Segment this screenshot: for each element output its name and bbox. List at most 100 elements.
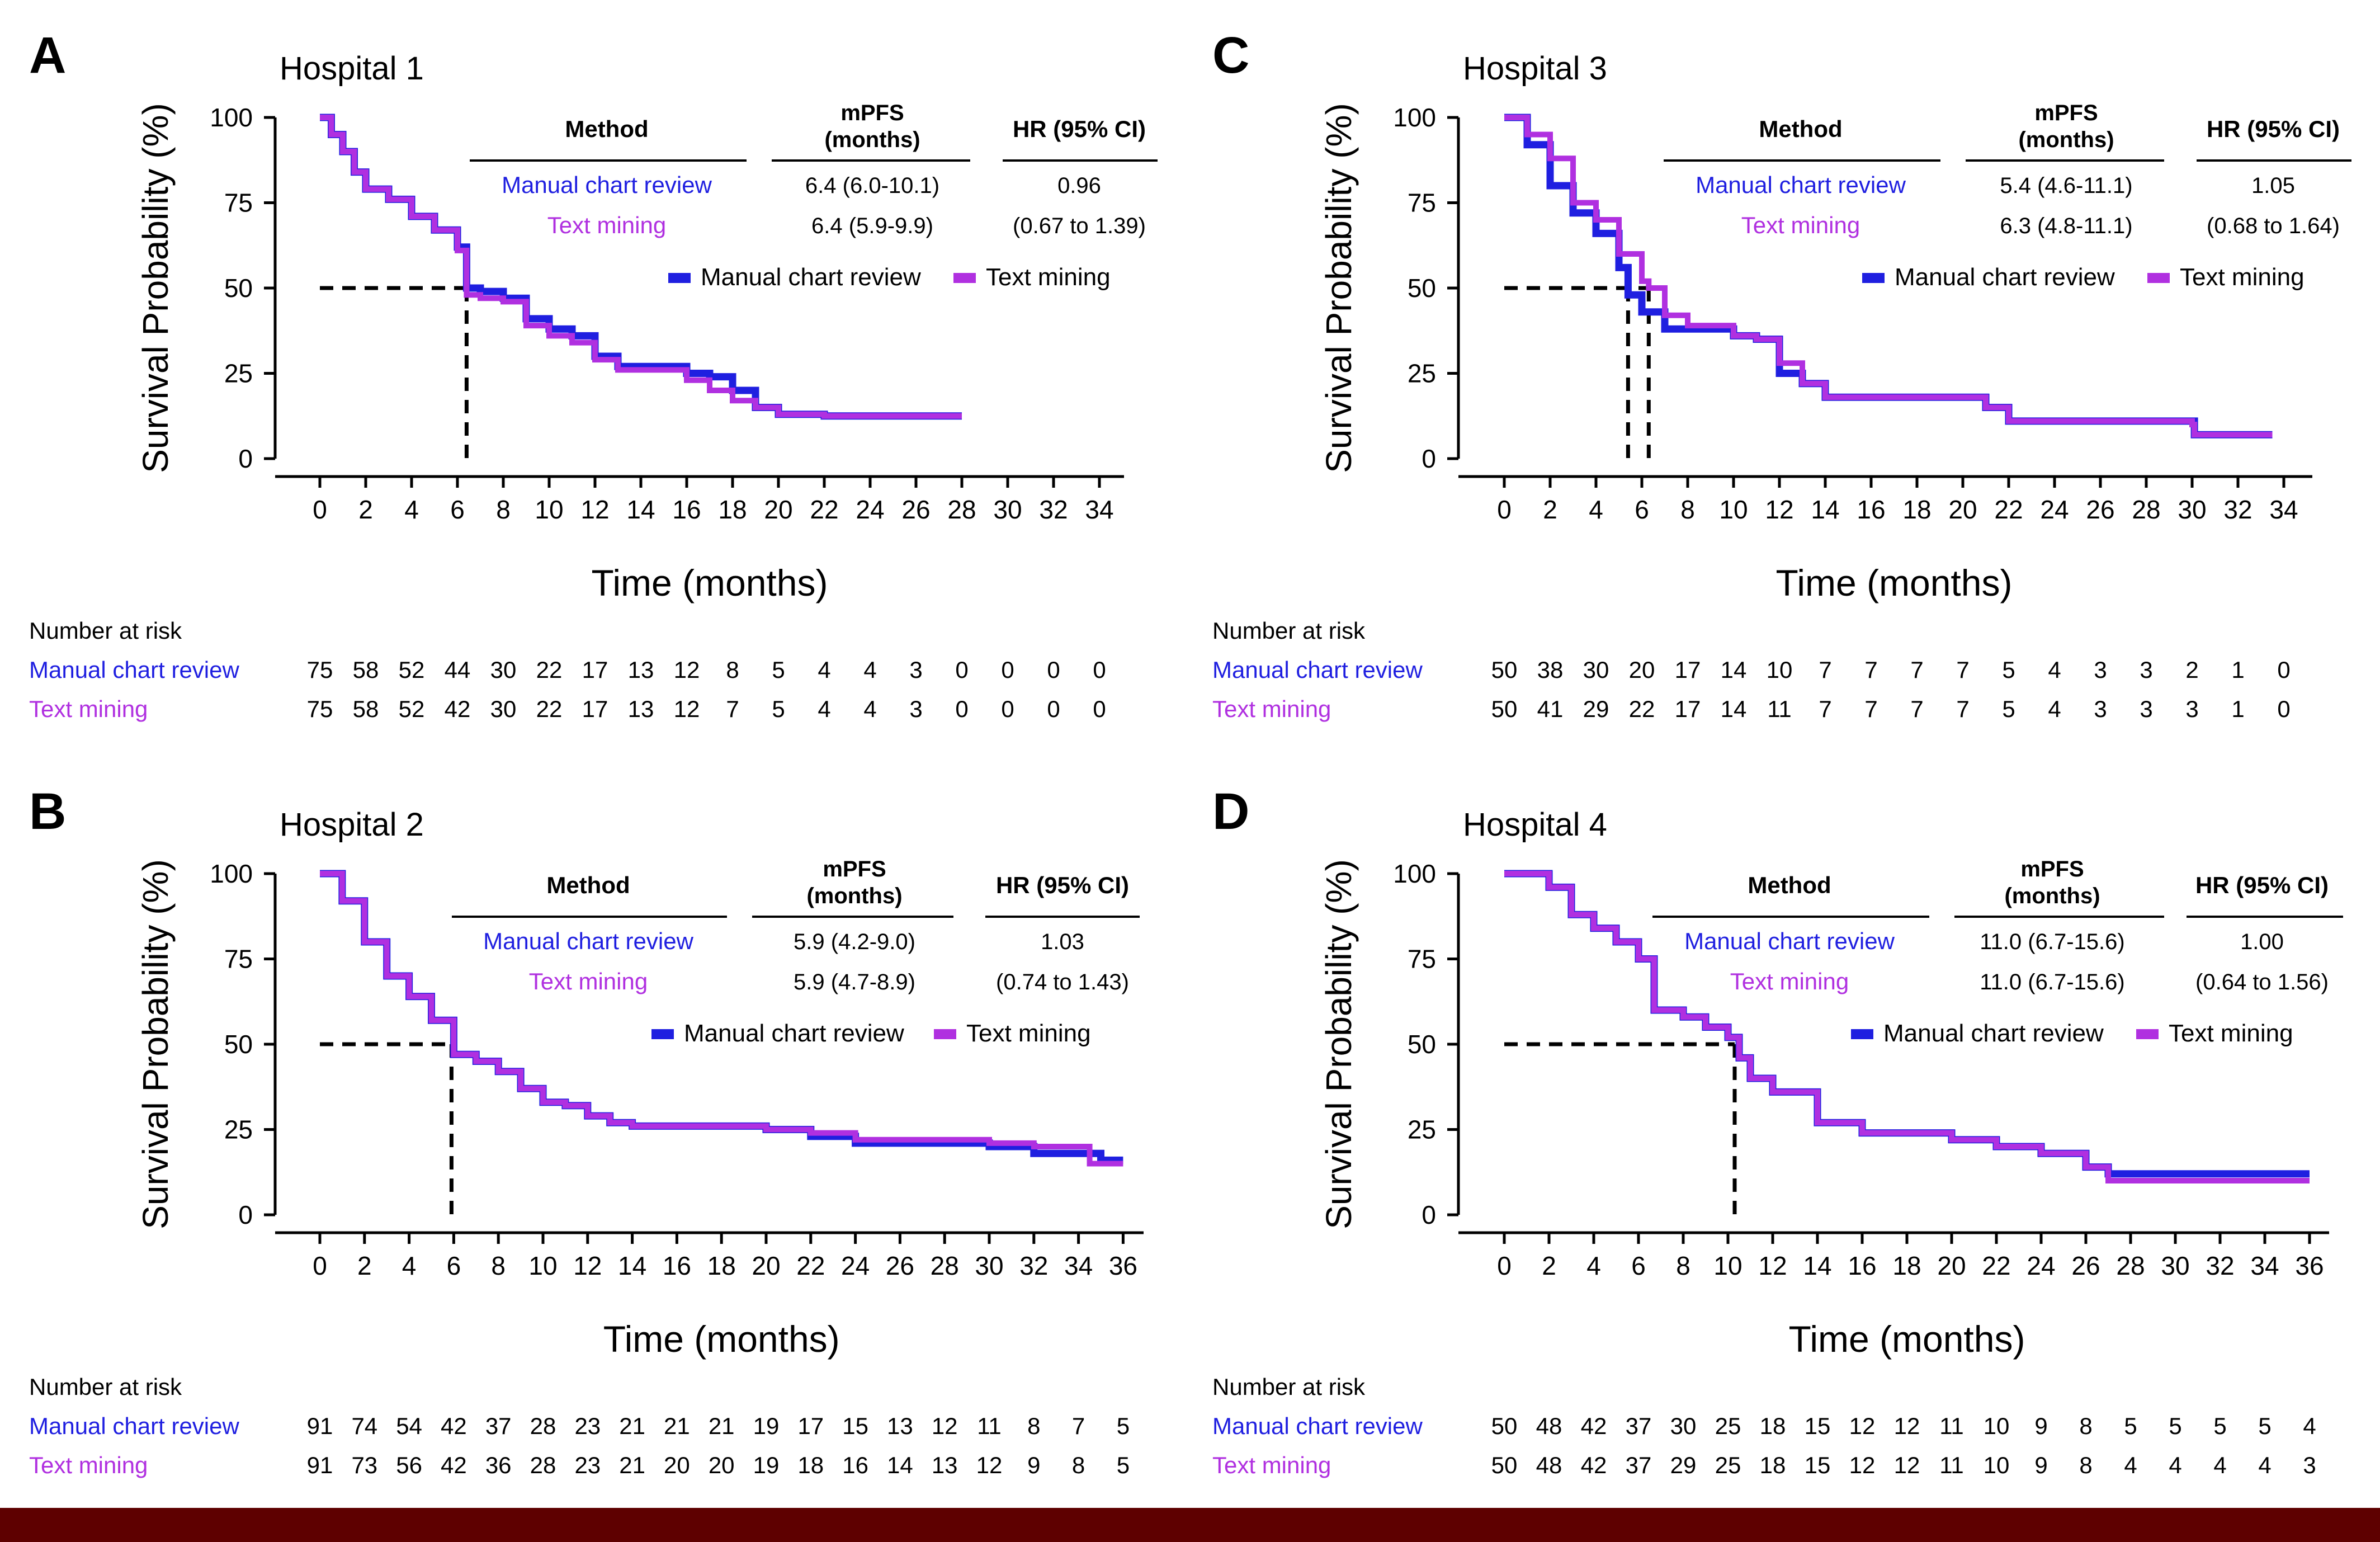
risk-manual-count: 23 — [574, 1413, 601, 1439]
risk-text-label: Text mining — [29, 1452, 148, 1478]
risk-manual-count: 11 — [1939, 1413, 1964, 1439]
risk-text-count: 7 — [1910, 696, 1923, 722]
risk-manual-count: 21 — [619, 1413, 645, 1439]
x-tick-label: 22 — [1982, 1251, 2010, 1280]
x-tick-label: 0 — [313, 495, 327, 524]
legend-manual-label: Manual chart review — [1883, 1020, 2104, 1047]
risk-manual-count: 7 — [1819, 657, 1831, 683]
risk-manual-count: 19 — [753, 1413, 780, 1439]
table-row-mpfs: 6.4 (5.9-9.9) — [811, 214, 933, 238]
risk-manual-label: Manual chart review — [29, 657, 239, 683]
x-tick-label: 32 — [1019, 1251, 1048, 1280]
risk-text-count: 18 — [797, 1452, 824, 1478]
risk-text-count: 41 — [1537, 696, 1564, 722]
risk-text-count: 73 — [351, 1452, 377, 1478]
x-tick-label: 10 — [535, 495, 563, 524]
legend-text-swatch — [953, 273, 976, 283]
x-tick-label: 30 — [2178, 495, 2206, 524]
x-tick-label: 24 — [856, 495, 884, 524]
risk-text-count: 23 — [574, 1452, 601, 1478]
table-header-hr: HR (95% CI) — [2195, 872, 2329, 898]
x-tick-label: 32 — [1039, 495, 1068, 524]
risk-text-count: 7 — [1819, 696, 1831, 722]
risk-manual-count: 0 — [1001, 657, 1014, 683]
y-axis-label: Survival Probability (%) — [135, 859, 176, 1229]
x-tick-label: 22 — [1994, 495, 2023, 524]
table-header-hr: HR (95% CI) — [996, 872, 1129, 898]
risk-text-count: 11 — [1767, 696, 1792, 722]
risk-manual-count: 7 — [1072, 1413, 1085, 1439]
risk-manual-count: 30 — [1583, 657, 1609, 683]
series-text-line — [1504, 115, 2273, 438]
risk-manual-count: 38 — [1537, 657, 1564, 683]
x-tick-label: 18 — [1902, 495, 1931, 524]
x-tick-label: 2 — [357, 1251, 372, 1280]
risk-text-count: 36 — [485, 1452, 512, 1478]
risk-text-count: 4 — [2124, 1452, 2137, 1478]
legend-text-label: Text mining — [986, 263, 1111, 291]
risk-manual-count: 3 — [2094, 657, 2107, 683]
risk-text-count: 1 — [2231, 696, 2244, 722]
x-axis-label: Time (months) — [603, 1318, 840, 1360]
y-tick-label: 0 — [1422, 444, 1436, 473]
risk-manual-count: 15 — [1805, 1413, 1831, 1439]
risk-text-count: 5 — [2002, 696, 2015, 722]
risk-text-count: 10 — [1984, 1452, 2010, 1478]
risk-text-count: 42 — [1581, 1452, 1607, 1478]
x-tick-label: 36 — [1109, 1251, 1137, 1280]
x-tick-label: 30 — [2161, 1251, 2189, 1280]
table-row-hr: 1.03 — [1041, 930, 1084, 954]
panel-title: Hospital 2 — [280, 807, 424, 843]
x-tick-label: 2 — [1542, 1251, 1556, 1280]
risk-text-count: 21 — [619, 1452, 645, 1478]
risk-manual-count: 48 — [1536, 1413, 1562, 1439]
x-tick-label: 0 — [1497, 1251, 1512, 1280]
risk-manual-count: 13 — [628, 657, 654, 683]
risk-text-count: 11 — [1939, 1452, 1964, 1478]
panel-letter: B — [29, 783, 66, 840]
risk-text-count: 58 — [353, 696, 379, 722]
x-tick-label: 0 — [313, 1251, 327, 1280]
x-tick-label: 16 — [663, 1251, 691, 1280]
x-tick-label: 6 — [1631, 1251, 1646, 1280]
table-header-months: (months) — [806, 884, 902, 908]
risk-text-count: 50 — [1491, 696, 1518, 722]
y-tick-label: 100 — [1393, 103, 1436, 132]
x-tick-label: 28 — [947, 495, 976, 524]
legend-manual-swatch — [668, 273, 691, 283]
risk-manual-count: 3 — [909, 657, 922, 683]
x-tick-label: 10 — [1719, 495, 1748, 524]
table-row-mpfs: 5.9 (4.7-8.9) — [794, 970, 915, 994]
table-header-mpfs: mPFS — [840, 101, 904, 125]
y-tick-label: 100 — [210, 103, 253, 132]
x-tick-label: 28 — [2132, 495, 2160, 524]
x-tick-label: 20 — [752, 1251, 780, 1280]
risk-text-count: 8 — [2079, 1452, 2092, 1478]
risk-text-count: 9 — [2034, 1452, 2047, 1478]
risk-text-count: 12 — [1849, 1452, 1876, 1478]
x-tick-label: 30 — [993, 495, 1022, 524]
x-tick-label: 8 — [1680, 495, 1695, 524]
legend-text-label: Text mining — [966, 1020, 1091, 1047]
risk-manual-count: 42 — [1581, 1413, 1607, 1439]
legend-manual-swatch — [1851, 1029, 1873, 1039]
risk-manual-count: 12 — [674, 657, 700, 683]
legend-manual-label: Manual chart review — [684, 1020, 904, 1047]
table-row-hr: 1.05 — [2251, 173, 2295, 198]
risk-manual-count: 5 — [1117, 1413, 1130, 1439]
y-axis-label: Survival Probability (%) — [135, 103, 176, 473]
x-tick-label: 22 — [796, 1251, 825, 1280]
risk-text-count: 29 — [1670, 1452, 1697, 1478]
y-tick-label: 50 — [1408, 273, 1436, 303]
table-header-mpfs: mPFS — [2034, 101, 2098, 125]
risk-text-count: 8 — [1072, 1452, 1085, 1478]
risk-text-count: 5 — [1117, 1452, 1130, 1478]
risk-manual-count: 37 — [485, 1413, 512, 1439]
x-tick-label: 32 — [2223, 495, 2252, 524]
x-tick-label: 10 — [528, 1251, 557, 1280]
risk-manual-count: 5 — [2002, 657, 2015, 683]
table-header-months: (months) — [2004, 884, 2100, 908]
y-tick-label: 25 — [1408, 1115, 1436, 1144]
